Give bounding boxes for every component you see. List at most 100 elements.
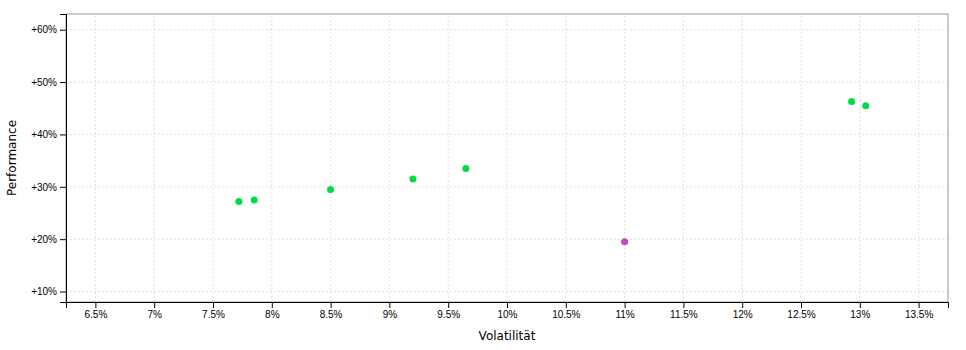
x-tick-mark bbox=[566, 302, 567, 308]
point bbox=[327, 186, 334, 193]
x-tick-label: 12.5% bbox=[787, 309, 815, 320]
x-tick-mark bbox=[625, 302, 626, 308]
grid bbox=[66, 14, 948, 302]
x-tick-label: 10.5% bbox=[552, 309, 580, 320]
x-tick-mark bbox=[154, 302, 155, 308]
x-grid-line bbox=[389, 14, 390, 302]
x-grid-line bbox=[213, 14, 214, 302]
x-tick-label: 7% bbox=[147, 309, 162, 320]
x-grid-line bbox=[507, 14, 508, 302]
y-tick-label: +50% bbox=[31, 77, 57, 88]
x-tick-label: 12% bbox=[733, 309, 753, 320]
chart: 6.5% 7% 7.5% 8% 8.5% 9% 9.5% 10% 10.5% 11% 11.5% 12… bbox=[0, 0, 966, 350]
y-grid-line bbox=[66, 29, 948, 30]
x-tick-mark bbox=[331, 302, 332, 308]
x-tick-label: 13% bbox=[850, 309, 870, 320]
x-tick: 10% bbox=[497, 302, 517, 320]
y-tick-mark bbox=[60, 239, 66, 240]
y-tick-label: +30% bbox=[31, 182, 57, 193]
x-tick: 13.5% bbox=[905, 302, 933, 320]
x-tick: 8.5% bbox=[320, 302, 343, 320]
x-grid-line bbox=[448, 14, 449, 302]
y-tick: +50% bbox=[31, 77, 66, 88]
x-grid-line bbox=[565, 14, 566, 302]
x-tick-mark bbox=[919, 302, 920, 308]
x-tick: 12% bbox=[733, 302, 753, 320]
x-axis: 6.5% 7% 7.5% 8% 8.5% 9% 9.5% 10% 10.5% 11% 11.5% 12… bbox=[67, 302, 949, 320]
x-tick-mark bbox=[507, 302, 508, 308]
y-tick-mark bbox=[60, 134, 66, 135]
y-tick: +30% bbox=[31, 182, 66, 193]
y-tick-mark bbox=[60, 187, 66, 188]
y-tick: +40% bbox=[31, 129, 66, 140]
x-grid-line bbox=[95, 14, 96, 302]
y-grid-line bbox=[66, 82, 948, 83]
x-axis-line bbox=[67, 303, 949, 309]
x-tick: 7% bbox=[147, 302, 162, 320]
plot-frame bbox=[66, 14, 948, 302]
x-tick: 9.5% bbox=[437, 302, 460, 320]
x-grid-line bbox=[330, 14, 331, 302]
point bbox=[848, 98, 855, 105]
x-tick-mark bbox=[742, 302, 743, 308]
x-grid-line bbox=[918, 14, 919, 302]
y-grid-line bbox=[66, 186, 948, 187]
x-tick: 10.5% bbox=[552, 302, 580, 320]
x-tick: 6.5% bbox=[85, 302, 108, 320]
x-tick-label: 8.5% bbox=[320, 309, 343, 320]
x-grid-line bbox=[859, 14, 860, 302]
x-tick: 11% bbox=[615, 302, 634, 320]
x-tick-label: 9% bbox=[383, 309, 398, 320]
y-axis-title: Performance bbox=[5, 120, 19, 196]
point bbox=[862, 102, 869, 109]
x-tick-mark bbox=[213, 302, 214, 308]
y-tick-mark bbox=[60, 82, 66, 83]
y-tick-label: +40% bbox=[31, 129, 57, 140]
x-grid-line bbox=[624, 14, 625, 302]
y-axis: +10% +20% +30% +40% +50% +60% bbox=[31, 15, 66, 303]
y-tick-label: +10% bbox=[31, 286, 57, 297]
y-axis-line bbox=[60, 15, 67, 303]
x-grid-line bbox=[742, 14, 743, 302]
point bbox=[251, 196, 258, 203]
x-tick: 13% bbox=[850, 302, 870, 320]
x-tick-label: 10% bbox=[497, 309, 517, 320]
x-axis-title: Volatilität bbox=[479, 329, 536, 343]
x-tick: 8% bbox=[265, 302, 280, 320]
y-tick-mark bbox=[60, 292, 66, 293]
x-tick-mark bbox=[860, 302, 861, 308]
point bbox=[409, 175, 416, 182]
y-tick: +10% bbox=[31, 286, 66, 297]
x-tick: 12.5% bbox=[787, 302, 815, 320]
x-tick: 11.5% bbox=[670, 302, 698, 320]
x-tick-label: 7.5% bbox=[202, 309, 225, 320]
x-tick-mark bbox=[801, 302, 802, 308]
x-grid-line bbox=[154, 14, 155, 302]
series bbox=[235, 98, 869, 205]
x-tick-mark bbox=[683, 302, 684, 308]
y-tick: +60% bbox=[31, 24, 66, 35]
x-tick: 9% bbox=[383, 302, 398, 320]
x-tick-label: 6.5% bbox=[85, 309, 108, 320]
series bbox=[621, 238, 628, 245]
y-tick: +20% bbox=[31, 234, 66, 245]
point bbox=[235, 198, 242, 205]
point bbox=[621, 238, 628, 245]
x-tick-label: 8% bbox=[265, 309, 280, 320]
y-grid-line bbox=[66, 291, 948, 292]
x-tick-label: 11.5% bbox=[670, 309, 698, 320]
x-tick-mark bbox=[272, 302, 273, 308]
y-grid-line bbox=[66, 134, 948, 135]
x-tick-mark bbox=[448, 302, 449, 308]
y-tick-label: +60% bbox=[31, 24, 57, 35]
y-grid-line bbox=[66, 239, 948, 240]
x-tick-label: 13.5% bbox=[905, 309, 933, 320]
x-tick-label: 9.5% bbox=[437, 309, 460, 320]
x-tick-mark bbox=[95, 302, 96, 308]
x-tick-label: 11% bbox=[615, 309, 634, 320]
y-tick-label: +20% bbox=[31, 234, 57, 245]
x-grid-line bbox=[271, 14, 272, 302]
x-tick-mark bbox=[389, 302, 390, 308]
y-tick-mark bbox=[60, 30, 66, 31]
marks bbox=[235, 98, 869, 245]
